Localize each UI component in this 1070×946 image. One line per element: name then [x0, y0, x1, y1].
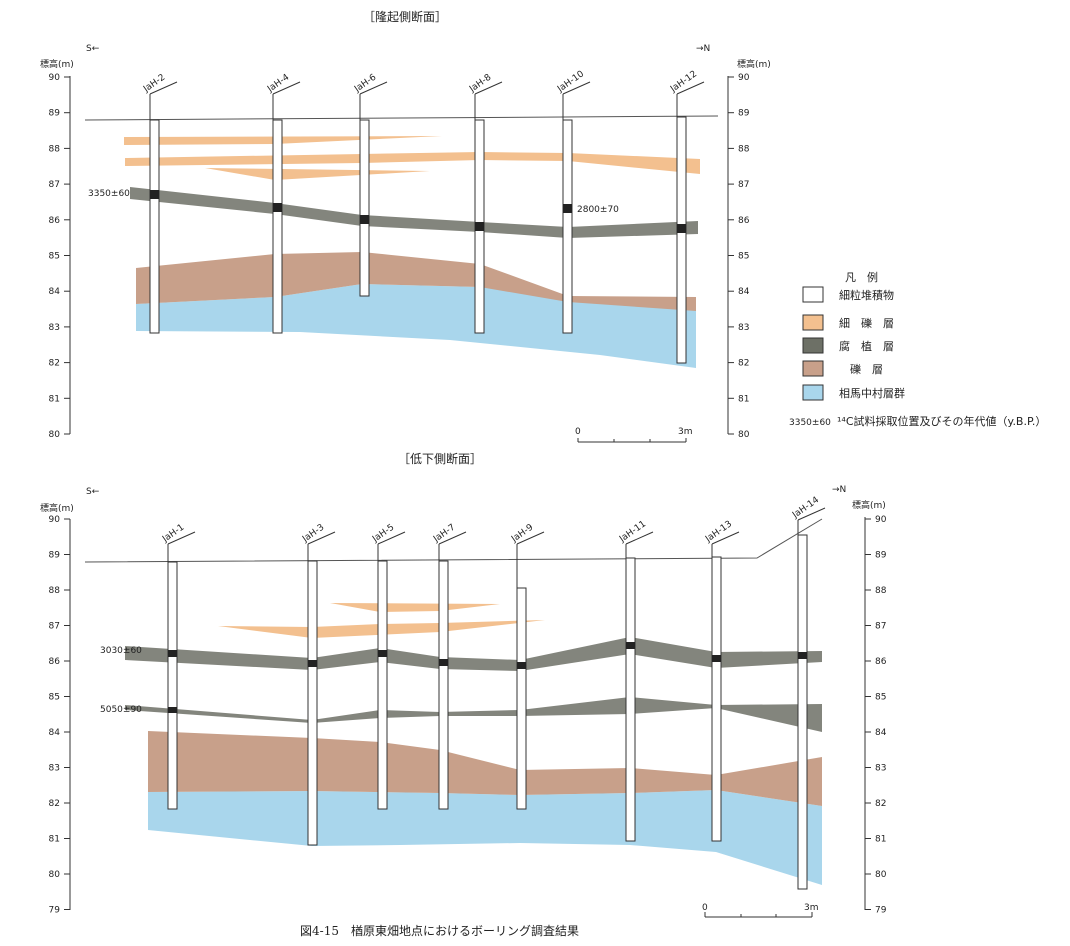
legend-label: 相馬中村層群 [839, 386, 905, 400]
bottom-left-tick-label: 82 [49, 799, 60, 809]
bottom-right-tick-label: 85 [875, 693, 886, 703]
top-right-tick-label: 87 [738, 180, 749, 190]
bottom-humus-layer-upper [125, 637, 822, 671]
bottom-scale-start: 0 [702, 903, 708, 913]
top-scale-end: 3m [678, 427, 693, 437]
bottom-section-title: ［低下側断面］ [398, 451, 482, 466]
top-right-tick-label: 89 [738, 109, 750, 119]
top-right-tick-label: 86 [738, 216, 750, 226]
bottom-right-tick-label: 86 [875, 657, 887, 667]
top-left-tick-label: 83 [49, 323, 60, 333]
top-axis-ticks: 90 90 89 89 88 88 87 87 86 86 85 85 84 84 83 83 82 82 81 81… [49, 73, 750, 440]
top-date-1: 3350±60 [88, 189, 130, 199]
bottom-scale-end: 3m [804, 903, 819, 913]
legend: 凡 例 細粒堆積物 細 礫 層 腐 植 層 礫 層 相馬中村層群 3350±60… [789, 270, 1046, 428]
top-humus-layer [130, 187, 698, 238]
bottom-right-tick-label: 82 [875, 799, 886, 809]
bottom-left-tick-label: 90 [49, 515, 61, 525]
top-scale-start: 0 [575, 427, 581, 437]
bottom-left-tick-label: 81 [49, 835, 60, 845]
legend-label: 細粒堆積物 [839, 288, 894, 302]
bottom-dir-south: S← [86, 487, 100, 497]
legend-title: 凡 例 [845, 270, 878, 284]
bottom-right-tick-label: 89 [875, 551, 887, 561]
legend-label: 細 礫 層 [839, 316, 894, 330]
bottom-right-tick-label: 83 [875, 764, 886, 774]
top-left-tick-label: 80 [49, 430, 61, 440]
top-right-tick-label: 84 [738, 287, 750, 297]
bottom-left-tick-label: 88 [49, 586, 61, 596]
top-left-tick-label: 81 [49, 394, 60, 404]
borehole-label: JaH-14 [790, 495, 821, 521]
bottom-date-1: 3030±60 [100, 646, 142, 656]
bottom-ylabel-right: 標高(m) [852, 499, 886, 511]
bottom-left-tick-label: 84 [49, 728, 61, 738]
legend-swatch-fine-gravel [802, 314, 824, 331]
legend-swatch-fine-sediment [802, 286, 824, 303]
top-right-tick-label: 81 [738, 394, 749, 404]
legend-swatch-gravel [802, 360, 824, 377]
bottom-axis-ticks: 90 90 89 89 88 88 87 87 86 86 85 85 84 84 83 83 82 82 81 81… [49, 515, 887, 916]
bottom-right-tick-label: 81 [875, 835, 886, 845]
top-left-tick-label: 88 [49, 144, 61, 154]
top-left-tick-label: 86 [49, 216, 61, 226]
top-ground-surface [84, 115, 719, 121]
top-right-tick-label: 90 [738, 73, 750, 83]
bottom-right-tick-label: 79 [875, 906, 887, 916]
legend-c14-sample: 3350±60 [789, 418, 831, 428]
legend-label: 礫 層 [850, 362, 883, 376]
bottom-right-tick-label: 88 [875, 586, 887, 596]
top-scale-bar: 0 3m [575, 427, 693, 443]
top-date-2: 2800±70 [577, 205, 619, 215]
top-left-tick-label: 87 [49, 180, 60, 190]
legend-label: 腐 植 層 [839, 339, 894, 353]
top-fine-gravel-layer [125, 152, 700, 174]
top-fine-gravel-lens-2 [205, 168, 430, 180]
bottom-right-tick-label: 90 [875, 515, 887, 525]
bottom-left-tick-label: 89 [49, 551, 61, 561]
legend-swatch-humus [802, 337, 824, 354]
legend-swatch-bedrock [802, 384, 824, 401]
top-dir-south: S← [86, 44, 100, 54]
figure-caption: 図4-15 楢原東畑地点におけるボーリング調査結果 [300, 923, 579, 938]
top-right-tick-label: 88 [738, 144, 750, 154]
top-dir-north: →N [696, 44, 710, 54]
top-fine-gravel-lens-1 [124, 136, 442, 145]
top-ylabel-left: 標高(m) [40, 58, 74, 70]
bottom-fine-gravel-lens-2 [330, 603, 500, 612]
top-cross-section: ［隆起側断面］ S← →N 標高(m) 標高(m) 90 90 89 89 88 88 87… [40, 9, 771, 443]
bottom-left-tick-label: 79 [49, 906, 61, 916]
bottom-right-tick-label: 87 [875, 622, 886, 632]
bottom-scale-bar: 0 3m [702, 903, 819, 918]
bottom-left-tick-label: 83 [49, 764, 60, 774]
top-right-tick-label: 83 [738, 323, 749, 333]
top-left-tick-label: 82 [49, 359, 60, 369]
top-ylabel-right: 標高(m) [737, 58, 771, 70]
bottom-humus-layer-lower [125, 697, 822, 732]
bottom-left-tick-label: 80 [49, 870, 61, 880]
bottom-left-tick-label: 85 [49, 693, 60, 703]
bottom-right-tick-label: 80 [875, 870, 887, 880]
bottom-dir-north: →N [832, 485, 846, 495]
bottom-cross-section: ［低下側断面］ S← →N 標高(m) 標高(m) 90 90 89 89 88 88 87… [40, 451, 887, 918]
top-left-tick-label: 85 [49, 252, 60, 262]
top-left-tick-label: 89 [49, 109, 61, 119]
top-section-title: ［隆起側断面］ [363, 9, 447, 24]
top-left-tick-label: 90 [49, 73, 61, 83]
bottom-date-2: 5050±90 [100, 705, 142, 715]
bottom-right-tick-label: 84 [875, 728, 887, 738]
bottom-left-tick-label: 86 [49, 657, 61, 667]
borehole-label: JaH-10 [555, 69, 586, 95]
bottom-ylabel-left: 標高(m) [40, 502, 74, 514]
top-right-tick-label: 85 [738, 252, 749, 262]
bottom-left-tick-label: 87 [49, 622, 60, 632]
top-right-tick-label: 82 [738, 359, 749, 369]
top-left-tick-label: 84 [49, 287, 61, 297]
legend-c14-text: ¹⁴C試料採取位置及びその年代値（y.B.P.） [837, 414, 1046, 428]
top-right-tick-label: 80 [738, 430, 750, 440]
